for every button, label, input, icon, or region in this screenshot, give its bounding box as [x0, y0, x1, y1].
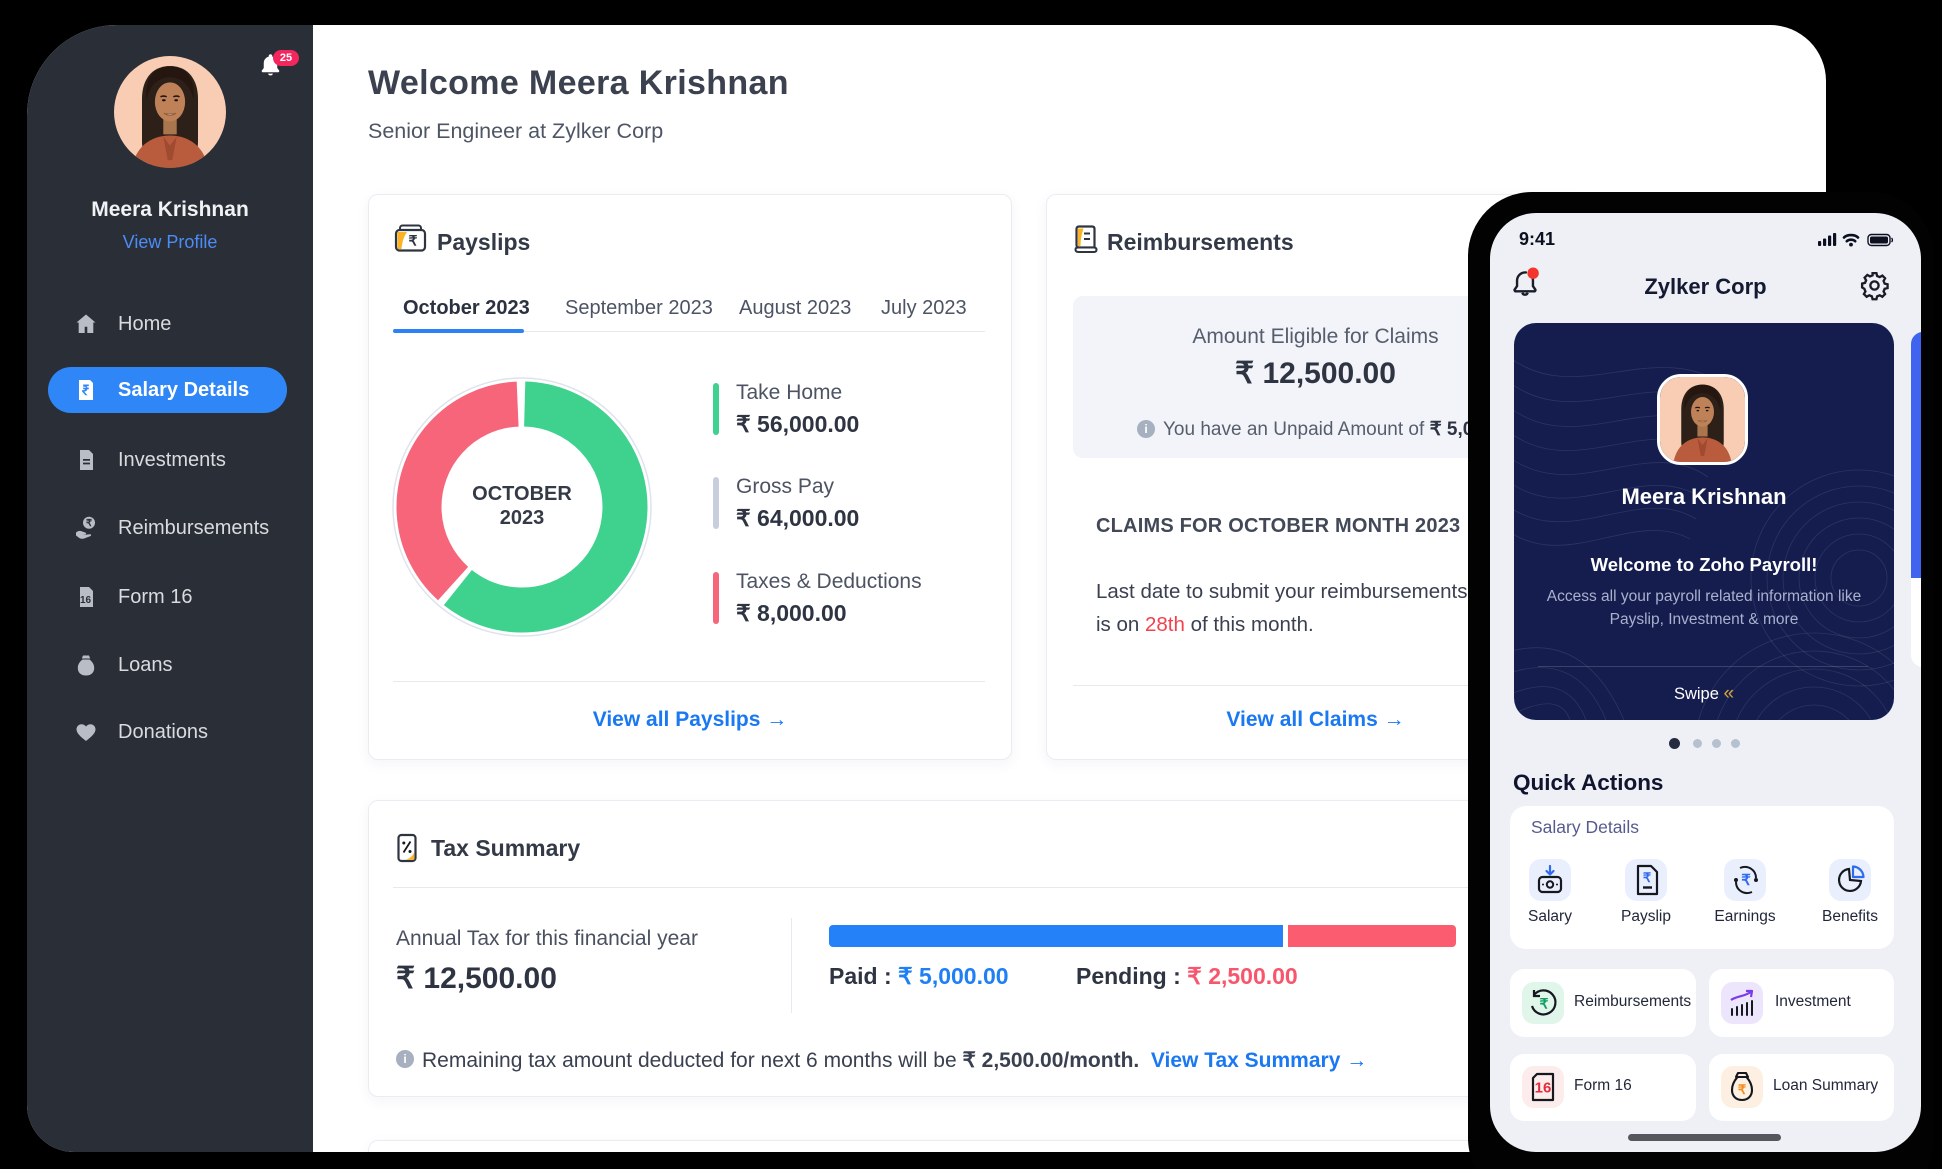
svg-text:₹: ₹: [409, 233, 418, 249]
svg-text:16: 16: [80, 595, 92, 606]
svg-text:₹: ₹: [1540, 996, 1549, 1012]
svg-text:₹: ₹: [86, 518, 93, 529]
svg-text:16: 16: [1535, 1080, 1552, 1097]
svg-text:₹: ₹: [1741, 872, 1751, 889]
svg-text:2023: 2023: [500, 507, 545, 529]
svg-text:₹: ₹: [1738, 1082, 1747, 1097]
svg-text:₹: ₹: [1643, 870, 1652, 885]
svg-text:OCTOBER: OCTOBER: [472, 483, 572, 505]
